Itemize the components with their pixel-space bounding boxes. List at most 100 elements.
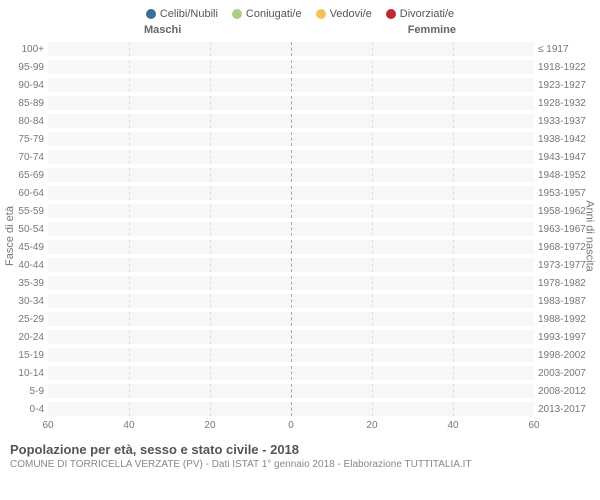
age-row: 20-24 1993-1997 (4, 328, 596, 346)
side-titles: Maschi Femmine (4, 24, 596, 38)
bar-track (48, 222, 534, 236)
age-row: 30-34 1983-1987 (4, 292, 596, 310)
age-row: 70-74 1943-1947 (4, 148, 596, 166)
chart-subtitle: COMUNE DI TORRICELLA VERZATE (PV) - Dati… (10, 459, 590, 470)
age-label: 20-24 (4, 332, 48, 343)
plot-area: Fasce di età Anni di nascita 100+≤ 19179… (4, 40, 596, 432)
age-row: 25-29 1988-1992 (4, 310, 596, 328)
y-right-title: Anni di nascita (584, 200, 596, 272)
legend-swatch-icon (232, 9, 242, 19)
birth-label: 1943-1947 (534, 152, 596, 163)
x-tick: 40 (447, 420, 458, 431)
age-label: 95-99 (4, 62, 48, 73)
age-row: 0-4 2013-2017 (4, 400, 596, 418)
age-row: 15-19 1998-2002 (4, 346, 596, 364)
birth-label: 1988-1992 (534, 314, 596, 325)
birth-label: 2013-2017 (534, 404, 596, 415)
age-label: 35-39 (4, 278, 48, 289)
birth-label: 1948-1952 (534, 170, 596, 181)
x-ticks: 6040200204060 (48, 420, 534, 432)
birth-label: 1923-1927 (534, 80, 596, 91)
age-label: 15-19 (4, 350, 48, 361)
age-label: 65-69 (4, 170, 48, 181)
age-row: 85-891928-1932 (4, 94, 596, 112)
birth-label: 1993-1997 (534, 332, 596, 343)
legend-label: Coniugati/e (246, 8, 302, 20)
bar-track (48, 330, 534, 344)
birth-label: 2008-2012 (534, 386, 596, 397)
legend-item: Celibi/Nubili (146, 8, 218, 20)
x-axis: 60 40 20 0 20 40 60 (4, 420, 596, 432)
bar-track (48, 186, 534, 200)
bar-track (48, 348, 534, 362)
age-label: 0-4 (4, 404, 48, 415)
birth-label: 1998-2002 (534, 350, 596, 361)
bar-track (48, 276, 534, 290)
x-tick: 20 (204, 420, 215, 431)
bar-track (48, 96, 534, 110)
bar-track (48, 294, 534, 308)
age-row: 5-9 2008-2012 (4, 382, 596, 400)
y-left-title: Fasce di età (4, 206, 16, 266)
age-row: 100+≤ 1917 (4, 40, 596, 58)
bar-track (48, 168, 534, 182)
age-label: 70-74 (4, 152, 48, 163)
birth-label: ≤ 1917 (534, 44, 596, 55)
age-row: 80-84 1933-1937 (4, 112, 596, 130)
age-label: 60-64 (4, 188, 48, 199)
bar-track (48, 78, 534, 92)
bar-track (48, 366, 534, 380)
bar-track (48, 204, 534, 218)
birth-label: 1953-1957 (534, 188, 596, 199)
age-row: 75-79 1938-1942 (4, 130, 596, 148)
bar-track (48, 240, 534, 254)
birth-label: 1983-1987 (534, 296, 596, 307)
chart-title: Popolazione per età, sesso e stato civil… (10, 442, 590, 457)
female-title: Femmine (408, 24, 456, 36)
age-label: 25-29 (4, 314, 48, 325)
x-tick: 60 (42, 420, 53, 431)
age-row: 90-94 1923-1927 (4, 76, 596, 94)
age-label: 75-79 (4, 134, 48, 145)
bar-track (48, 384, 534, 398)
age-row: 10-14 2003-2007 (4, 364, 596, 382)
bar-track (48, 150, 534, 164)
legend: Celibi/Nubili Coniugati/e Vedovi/e Divorzia… (4, 8, 596, 20)
x-tick: 40 (123, 420, 134, 431)
x-tick: 20 (366, 420, 377, 431)
x-tick: 60 (528, 420, 539, 431)
birth-label: 1938-1942 (534, 134, 596, 145)
legend-swatch-icon (386, 9, 396, 19)
bar-track (48, 132, 534, 146)
legend-item: Coniugati/e (232, 8, 302, 20)
birth-label: 1978-1982 (534, 278, 596, 289)
rows: 100+≤ 1917 95-99 1918-1922 90-94 1923-1927 85… (4, 40, 596, 418)
legend-item: Divorziati/e (386, 8, 454, 20)
legend-item: Vedovi/e (316, 8, 372, 20)
x-tick: 0 (288, 420, 294, 431)
male-title: Maschi (144, 24, 181, 36)
age-label: 5-9 (4, 386, 48, 397)
legend-label: Celibi/Nubili (160, 8, 218, 20)
footer: Popolazione per età, sesso e stato civil… (4, 442, 596, 470)
legend-swatch-icon (146, 9, 156, 19)
age-row: 95-99 1918-1922 (4, 58, 596, 76)
age-label: 30-34 (4, 296, 48, 307)
bar-track (48, 114, 534, 128)
age-row: 65-69 1948-1952 (4, 166, 596, 184)
age-label: 90-94 (4, 80, 48, 91)
age-row: 50-541963-1967 (4, 220, 596, 238)
age-label: 10-14 (4, 368, 48, 379)
legend-swatch-icon (316, 9, 326, 19)
age-label: 80-84 (4, 116, 48, 127)
age-row: 45-491968-1972 (4, 238, 596, 256)
bar-track (48, 312, 534, 326)
birth-label: 2003-2007 (534, 368, 596, 379)
birth-label: 1933-1937 (534, 116, 596, 127)
age-label: 85-89 (4, 98, 48, 109)
pyramid-chart: Celibi/Nubili Coniugati/e Vedovi/e Divorzia… (0, 0, 600, 500)
birth-label: 1918-1922 (534, 62, 596, 73)
legend-label: Divorziati/e (400, 8, 454, 20)
age-row: 55-591958-1962 (4, 202, 596, 220)
bar-track (48, 60, 534, 74)
